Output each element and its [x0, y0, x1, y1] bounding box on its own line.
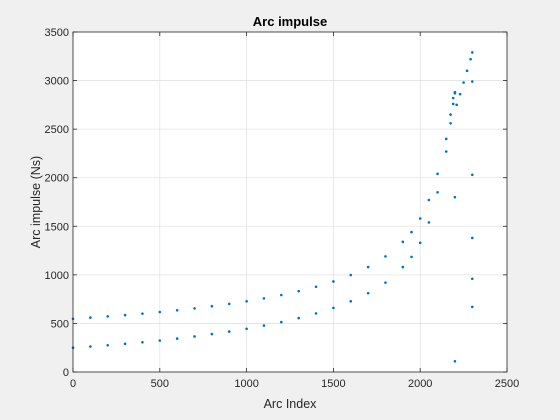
data-point	[175, 309, 179, 312]
data-point	[384, 281, 387, 284]
data-point	[262, 324, 266, 327]
data-point	[427, 221, 431, 224]
series-1	[71, 90, 457, 321]
data-point	[410, 255, 413, 259]
data-point	[332, 306, 335, 310]
data-point	[469, 57, 472, 61]
data-point	[123, 342, 127, 346]
y-tick-label: 3500	[45, 27, 69, 39]
series-2	[71, 91, 457, 350]
y-tick-label: 1500	[45, 221, 69, 233]
data-point	[210, 304, 214, 308]
x-tick-label: 0	[70, 378, 76, 390]
data-point	[123, 313, 127, 317]
data-point	[141, 312, 144, 315]
data-point	[106, 343, 110, 347]
chart-title: Arc impulse	[253, 14, 327, 29]
y-tick-label: 3000	[45, 76, 69, 88]
data-point	[410, 230, 413, 234]
y-tick-label: 1000	[45, 270, 69, 282]
data-points	[71, 51, 474, 363]
data-point	[470, 236, 474, 240]
data-point	[314, 285, 318, 289]
y-tick-label: 2000	[45, 173, 69, 185]
data-point	[262, 297, 266, 300]
data-point	[297, 289, 300, 293]
data-point	[158, 339, 162, 342]
data-point	[453, 91, 457, 95]
data-point	[89, 345, 92, 348]
data-point	[227, 330, 231, 333]
data-point	[449, 113, 452, 116]
data-point	[427, 198, 431, 202]
data-point	[349, 299, 353, 303]
data-point	[193, 335, 196, 338]
data-point	[418, 241, 422, 245]
data-point	[366, 291, 370, 295]
data-point	[451, 102, 455, 106]
y-tick-label: 2500	[45, 124, 69, 136]
x-tick-label: 2000	[408, 378, 432, 390]
data-point	[210, 332, 214, 336]
y-tick-label: 500	[51, 318, 69, 330]
data-point	[349, 273, 353, 277]
data-point	[332, 280, 335, 283]
x-tick-label: 1000	[234, 378, 258, 390]
data-point	[418, 217, 422, 220]
data-point	[444, 137, 448, 141]
data-point	[245, 299, 248, 303]
data-point	[453, 195, 457, 199]
data-point	[193, 307, 196, 310]
ticks: 0 500 1000 1500 2000 2500 0 500 1000 1500 2000 2500…	[45, 27, 520, 390]
data-point	[470, 51, 474, 54]
x-tick-label: 500	[151, 378, 169, 390]
data-point	[453, 360, 457, 363]
data-point	[401, 240, 405, 244]
y-axis-label: Arc impulse (Ns)	[29, 156, 43, 248]
data-point	[436, 190, 439, 194]
data-point	[158, 310, 162, 314]
grid	[73, 32, 507, 372]
x-tick-label: 2500	[495, 378, 519, 390]
data-point	[465, 69, 469, 73]
data-point	[384, 255, 387, 258]
data-point	[455, 103, 458, 107]
data-point	[470, 277, 474, 281]
data-point	[470, 173, 474, 177]
data-point	[245, 327, 248, 331]
data-point	[470, 80, 474, 83]
data-point	[106, 315, 110, 318]
data-point	[444, 150, 448, 153]
data-point	[470, 305, 474, 309]
data-point	[175, 337, 179, 340]
x-axis-label: Arc Index	[264, 397, 318, 411]
data-point	[280, 320, 283, 324]
series-3	[455, 51, 474, 107]
data-point	[462, 81, 465, 84]
data-point	[314, 312, 318, 315]
data-point	[401, 265, 405, 269]
data-point	[141, 340, 144, 344]
y-tick-label: 0	[63, 367, 69, 379]
data-point	[458, 92, 462, 96]
data-point	[89, 316, 92, 319]
series-4	[453, 80, 474, 363]
x-tick-label: 1500	[321, 378, 345, 390]
data-point	[449, 122, 452, 125]
axes-background	[73, 32, 507, 372]
data-point	[280, 293, 283, 297]
data-point	[366, 265, 370, 269]
data-point	[451, 96, 455, 100]
axes-box	[72, 31, 508, 373]
data-point	[227, 302, 231, 306]
data-point	[297, 316, 300, 320]
data-point	[436, 172, 439, 176]
